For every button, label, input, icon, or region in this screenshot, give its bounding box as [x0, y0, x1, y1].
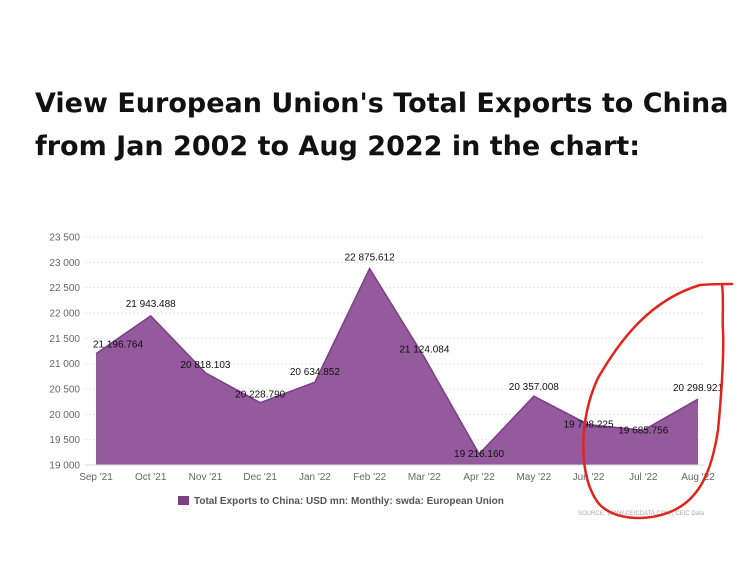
y-tick-label: 21 000 [49, 359, 80, 370]
x-tick-label: Oct '21 [135, 472, 167, 483]
x-tick-label: Jul '22 [629, 472, 658, 483]
data-label: 19 798.225 [564, 420, 614, 431]
x-axis-ticks: Sep '21 Oct '21 Nov '21 Dec '21 Jan '22 Feb '… [79, 472, 715, 483]
data-label: 22 875.612 [345, 253, 395, 264]
y-tick-label: 19 000 [49, 461, 80, 472]
data-label: 21 196.764 [93, 340, 143, 351]
data-label: 20 818.103 [180, 360, 230, 371]
y-tick-label: 19 500 [49, 435, 80, 446]
series-area-fill [96, 268, 698, 465]
x-tick-label: Jan '22 [299, 472, 331, 483]
page-heading: View European Union's Total Exports to C… [35, 82, 735, 168]
x-tick-label: Feb '22 [353, 472, 386, 483]
data-label: 20 357.008 [509, 382, 559, 393]
data-label: 20 634.852 [290, 367, 340, 378]
data-label: 20 298.921 [673, 383, 723, 394]
x-tick-label: Apr '22 [463, 472, 495, 483]
x-tick-label: Jun '22 [573, 472, 605, 483]
x-tick-label: Mar '22 [408, 472, 441, 483]
heading-line-2: from Jan 2002 to Aug 2022 in the chart: [35, 131, 641, 162]
x-tick-label: Dec '21 [243, 472, 277, 483]
x-tick-label: Nov '21 [189, 472, 223, 483]
y-tick-label: 20 000 [49, 410, 80, 421]
x-tick-label: Sep '21 [79, 472, 113, 483]
y-tick-label: 21 500 [49, 334, 80, 345]
heading-line-1: View European Union's Total Exports to C… [35, 88, 729, 119]
data-label: 21 124.084 [399, 344, 449, 355]
legend-label: Total Exports to China: USD mn: Monthly:… [194, 496, 504, 507]
y-tick-label: 22 500 [49, 283, 80, 294]
hand-drawn-annotation [582, 282, 734, 520]
x-tick-label: May '22 [516, 472, 551, 483]
source-note: SOURCE: WWW.CEICDATA.COM | CEIC Data [578, 511, 705, 517]
x-tick-label: Aug '22 [681, 472, 715, 483]
legend-marker [178, 496, 189, 505]
y-tick-label: 23 500 [49, 233, 80, 244]
data-label: 19 216.160 [454, 449, 504, 460]
y-tick-label: 20 500 [49, 385, 80, 396]
data-label: 20 228.790 [235, 390, 285, 401]
legend[interactable]: Total Exports to China: USD mn: Monthly:… [178, 496, 504, 507]
data-label: 21 943.488 [126, 299, 176, 310]
series-area [85, 267, 704, 466]
y-tick-label: 22 000 [49, 309, 80, 320]
y-tick-label: 23 000 [49, 258, 80, 269]
y-axis-ticks: 19 000 19 500 20 000 20 500 21 000 21 500 22 0… [49, 233, 80, 472]
data-labels: 21 196.764 21 943.488 20 818.103 20 228.790… [93, 253, 723, 460]
series-line [95, 267, 699, 456]
data-label: 19 685.756 [618, 425, 668, 436]
